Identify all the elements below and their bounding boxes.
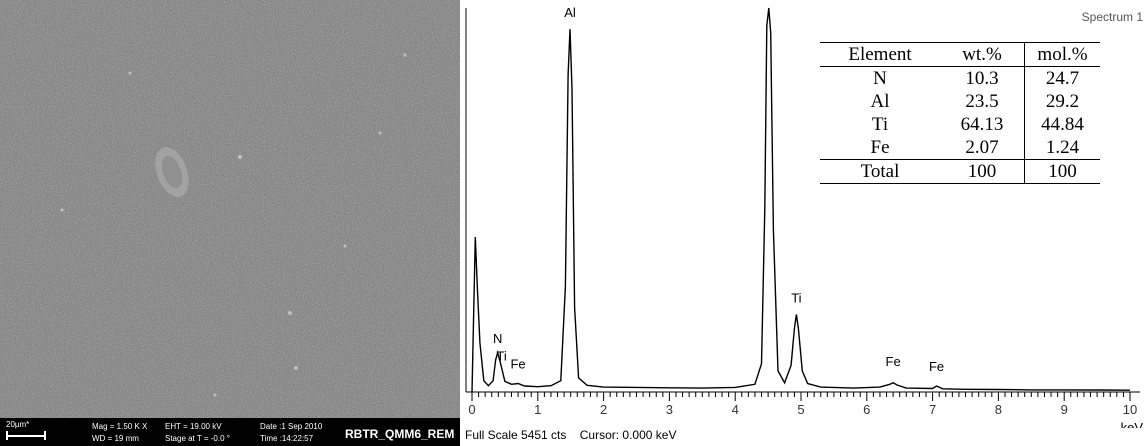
x-tick-label: 10: [1123, 402, 1137, 417]
magnification-text: Mag = 1.50 K X: [92, 422, 148, 431]
stage-text: Stage at T = -0.0 °: [165, 434, 230, 443]
cell-element: Al: [870, 90, 890, 112]
cell-wt: 64.13: [960, 113, 1004, 135]
table-header-row: Element wt.% mol.%: [820, 42, 1100, 67]
cell-wt: 2.07: [965, 136, 999, 158]
header-wt: wt.%: [940, 42, 1025, 67]
x-tick-label: 4: [732, 402, 739, 417]
cell-mol: 100: [1024, 159, 1100, 184]
time-text: Time :14:22:57: [260, 434, 314, 443]
x-tick-label: 9: [1061, 402, 1068, 417]
header-mol: mol.%: [1024, 42, 1100, 67]
x-axis-label: keV: [1121, 420, 1144, 428]
x-tick-label: 6: [863, 402, 870, 417]
peak-label: Ti: [791, 291, 801, 306]
peak-label: Ti: [496, 348, 506, 363]
table-row: Al 23.5 29.2: [820, 90, 1100, 113]
cell-wt: 23.5: [965, 90, 999, 112]
x-tick-label: 5: [797, 402, 804, 417]
sem-micrograph-image: [0, 0, 460, 418]
eds-spectrum-panel: 012345678910keVNTiFeAlTiTiFeFe Spectrum …: [462, 0, 1145, 446]
sem-info-bar: 20µm* Mag = 1.50 K X WD = 19 mm EHT = 19…: [0, 418, 460, 446]
table-row: N 10.3 24.7: [820, 66, 1100, 90]
peak-label: Fe: [886, 354, 901, 369]
cell-element: Fe: [870, 136, 890, 158]
working-distance-text: WD = 19 mm: [92, 434, 139, 443]
date-text: Date :1 Sep 2010: [260, 422, 323, 431]
peak-label: Al: [564, 5, 576, 20]
scale-bar: [6, 435, 46, 437]
spectrum-label: Spectrum 1: [1081, 10, 1143, 24]
x-tick-label: 3: [666, 402, 673, 417]
peak-label: N: [493, 331, 502, 346]
cell-mol: 1.24: [1024, 136, 1100, 160]
peak-label: Fe: [510, 357, 525, 372]
table-row: Fe 2.07 1.24: [820, 136, 1100, 160]
x-tick-label: 8: [995, 402, 1002, 417]
x-tick-label: 0: [468, 402, 475, 417]
cell-mol: 29.2: [1024, 90, 1100, 113]
eds-status-footer: Full Scale 5451 cts Cursor: 0.000 keV: [465, 428, 686, 442]
spectrum-line: [471, 7, 1131, 393]
cell-mol: 24.7: [1024, 66, 1100, 90]
cell-wt: 10.3: [965, 67, 999, 89]
x-tick-label: 2: [600, 402, 607, 417]
header-element: Element: [820, 42, 940, 67]
cell-mol: 44.84: [1024, 113, 1100, 136]
x-tick-label: 7: [929, 402, 936, 417]
full-scale-text: Full Scale 5451 cts: [465, 428, 567, 442]
table-row: Ti 64.13 44.84: [820, 113, 1100, 136]
sem-micrograph-panel: 20µm* Mag = 1.50 K X WD = 19 mm EHT = 19…: [0, 0, 460, 446]
table-total-row: Total 100 100: [820, 159, 1100, 184]
composition-table: Element wt.% mol.% N 10.3 24.7 Al 23.5 2…: [820, 42, 1100, 184]
scale-bar-left-tick: [6, 431, 8, 440]
x-tick-label: 1: [534, 402, 541, 417]
cell-wt: 100: [940, 159, 1025, 184]
peak-label: Fe: [929, 359, 944, 374]
sample-id-text: RBTR_QMM6_REM: [345, 427, 455, 441]
scale-bar-right-tick: [44, 431, 46, 440]
scale-bar-label: 20µm*: [6, 420, 30, 429]
eds-spectrum-chart: 012345678910keVNTiFeAlTiTiFeFe: [465, 5, 1144, 435]
eht-text: EHT = 19.00 kV: [165, 422, 222, 431]
cell-element: Total: [820, 159, 940, 184]
cursor-text: Cursor: 0.000 keV: [579, 428, 677, 442]
cell-element: N: [873, 67, 887, 89]
cell-element: Ti: [871, 113, 889, 135]
